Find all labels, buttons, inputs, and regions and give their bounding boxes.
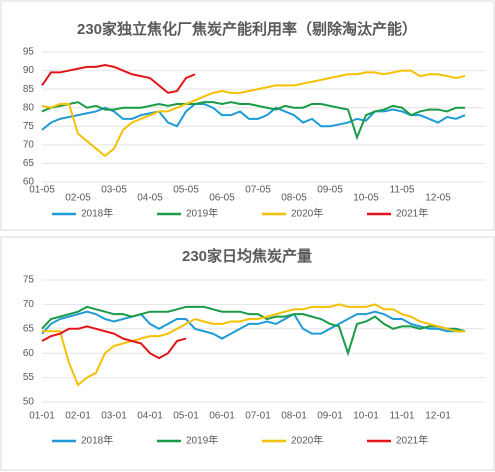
legend-label: 2019年	[186, 434, 218, 447]
y-tick-label: 70	[23, 139, 35, 150]
x-tick-label: 03-01	[101, 411, 127, 422]
line-series	[41, 63, 196, 94]
line-series	[41, 325, 187, 360]
x-tick-label: 10-05	[353, 193, 379, 204]
x-tick-label: 12-05	[425, 193, 451, 204]
y-tick-label: 95	[23, 47, 35, 58]
x-tick-label: 11-01	[390, 411, 415, 422]
x-tick-label: 04-05	[137, 193, 163, 204]
x-tick-label: 11-05	[390, 185, 415, 196]
x-tick-label: 12-01	[425, 411, 451, 422]
y-tick-label: 65	[23, 158, 35, 169]
y-tick-label: 65	[23, 323, 35, 334]
y-tick-label: 85	[23, 84, 35, 95]
legend-label: 2020年	[291, 207, 323, 220]
y-tick-label: 70	[23, 299, 35, 310]
line-series	[42, 303, 465, 387]
panel-frame	[0, 236, 495, 471]
legend-label: 2018年	[81, 434, 113, 447]
x-tick-label: 01-01	[29, 411, 55, 422]
line-series	[41, 69, 466, 158]
x-tick-label: 06-01	[209, 411, 235, 422]
line-series	[41, 305, 466, 357]
x-tick-label: 05-01	[173, 411, 199, 422]
line-series	[41, 101, 465, 141]
x-tick-label: 02-05	[65, 193, 91, 204]
x-tick-label: 05-05	[173, 185, 199, 196]
legend-label: 2021年	[396, 434, 428, 447]
y-tick-label: 80	[23, 102, 35, 113]
legend-label: 2019年	[186, 207, 218, 220]
x-tick-label: 10-01	[353, 411, 379, 422]
chart-title: 230家独立焦化厂焦炭产能利用率（剔除淘汰产能）	[77, 20, 417, 38]
legend-label: 2018年	[81, 207, 113, 220]
x-tick-label: 08-01	[281, 411, 307, 422]
y-tick-label: 75	[23, 121, 35, 132]
panel-frame	[0, 0, 495, 231]
x-tick-label: 04-01	[137, 411, 163, 422]
y-tick-label: 60	[23, 177, 35, 188]
y-tick-label: 75	[23, 275, 35, 286]
x-tick-label: 06-05	[209, 193, 235, 204]
x-tick-label: 09-01	[317, 411, 343, 422]
x-tick-label: 07-01	[245, 411, 271, 422]
y-tick-label: 55	[23, 372, 35, 383]
x-tick-label: 08-05	[281, 193, 307, 204]
line-series	[41, 103, 466, 131]
x-tick-label: 03-05	[101, 185, 127, 196]
legend-label: 2020年	[291, 434, 323, 447]
x-tick-label: 09-05	[317, 185, 343, 196]
y-tick-label: 60	[23, 348, 35, 359]
x-tick-label: 07-05	[245, 185, 271, 196]
x-tick-label: 01-05	[29, 185, 55, 196]
y-tick-label: 50	[23, 397, 35, 408]
line-series	[41, 310, 465, 340]
chart-title: 230家日均焦炭产量	[182, 247, 312, 265]
y-tick-label: 90	[23, 65, 35, 76]
legend-label: 2021年	[396, 207, 428, 220]
x-tick-label: 02-01	[65, 411, 91, 422]
